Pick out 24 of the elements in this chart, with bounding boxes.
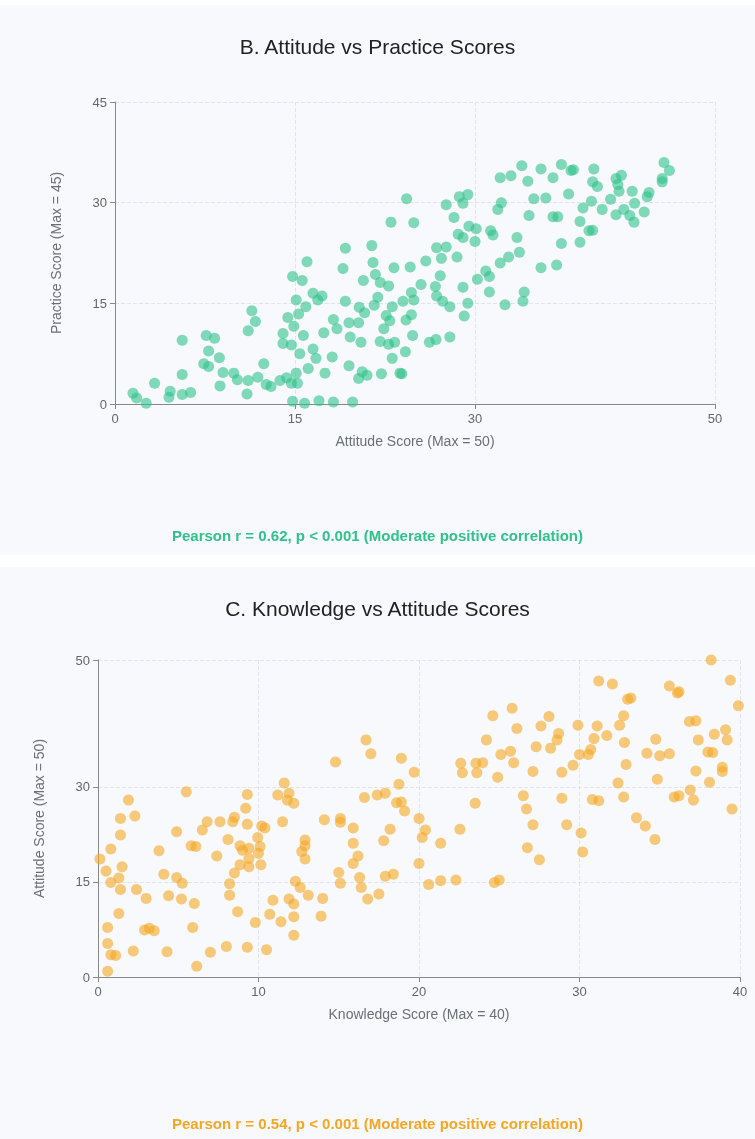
y-tick-label: 0 bbox=[82, 969, 90, 985]
x-tick-label: 50 bbox=[707, 411, 723, 426]
x-axis-title: Attitude Score (Max = 50) bbox=[335, 433, 495, 449]
x-axis-title: Knowledge Score (Max = 40) bbox=[328, 1006, 510, 1022]
x-tick-label: 15 bbox=[287, 411, 303, 426]
y-tick-label: 30 bbox=[75, 779, 90, 795]
text: Pearson r = 0.54, p < 0.001 (Moderate positive correlation) bbox=[172, 1115, 583, 1132]
y-axis-title: Practice Score (Max = 45) bbox=[48, 171, 64, 335]
x-tick-label: 40 bbox=[732, 984, 748, 999]
x-tick-label: 30 bbox=[572, 984, 587, 999]
y-tick-label: 0 bbox=[99, 396, 107, 412]
text: Pearson r = 0.62, p < 0.001 (Moderate positive correlation) bbox=[172, 527, 583, 544]
x-tick-label: 20 bbox=[411, 984, 427, 999]
y-tick-label: 50 bbox=[75, 652, 90, 668]
y-tick-label: 15 bbox=[75, 874, 90, 890]
y-tick-label: 30 bbox=[92, 195, 107, 211]
chart-title: B. Attitude vs Practice Scores bbox=[239, 35, 516, 58]
x-tick-label: 0 bbox=[111, 411, 119, 426]
x-tick-label: 10 bbox=[251, 984, 266, 999]
chart-title: C. Knowledge vs Attitude Scores bbox=[225, 597, 530, 620]
x-tick-label: 30 bbox=[467, 411, 483, 426]
y-tick-label: 15 bbox=[92, 295, 107, 311]
y-axis-title: Attitude Score (Max = 50) bbox=[31, 738, 47, 899]
y-tick-label: 45 bbox=[92, 94, 107, 110]
